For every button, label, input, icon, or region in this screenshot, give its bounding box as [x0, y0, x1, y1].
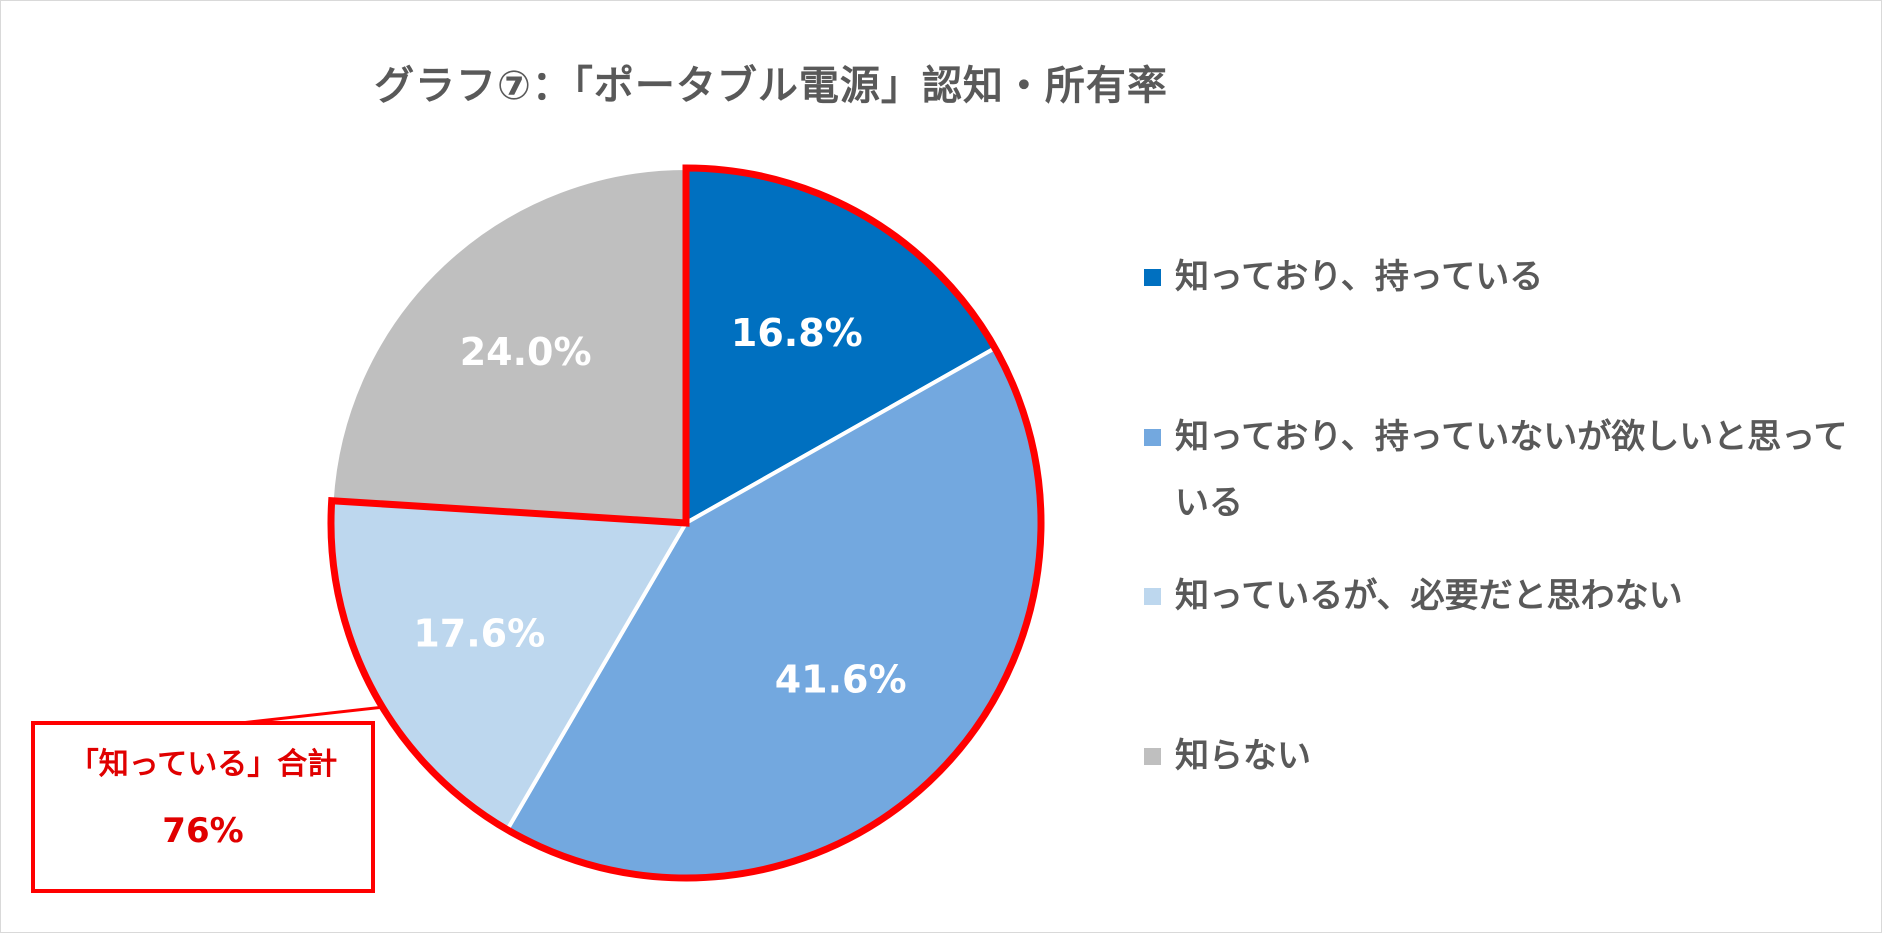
legend-swatch-owned — [1144, 269, 1161, 286]
aware-highlight-outline — [327, 164, 1045, 882]
legend-label-want: 知っており、持っていないが欲しいと思っている — [1175, 417, 1848, 523]
legend-label-not-needed: 知っているが、必要だと思わない — [1175, 576, 1683, 616]
aware-total-callout: 「知っている」合計 76% — [31, 721, 375, 893]
chart-title: グラフ⑦：「ポータブル電源」認知・所有率 — [374, 63, 1168, 109]
legend-swatch-not-needed — [1144, 588, 1161, 605]
legend-swatch-unaware — [1144, 748, 1161, 765]
pie-slice-unaware — [329, 166, 688, 525]
callout-label: 「知っている」合計 — [68, 747, 338, 782]
data-label-want: 41.6% — [775, 658, 907, 702]
callout-value: 76% — [162, 811, 244, 851]
legend-label-owned: 知っており、持っている — [1175, 257, 1544, 297]
data-label-owned: 16.8% — [731, 311, 863, 355]
callout-leader-line — [240, 705, 383, 725]
data-label-not-needed: 17.6% — [413, 611, 545, 655]
data-label-unaware: 24.0% — [460, 330, 592, 374]
legend-swatch-want — [1144, 429, 1161, 446]
legend-label-unaware: 知らない — [1175, 736, 1311, 776]
